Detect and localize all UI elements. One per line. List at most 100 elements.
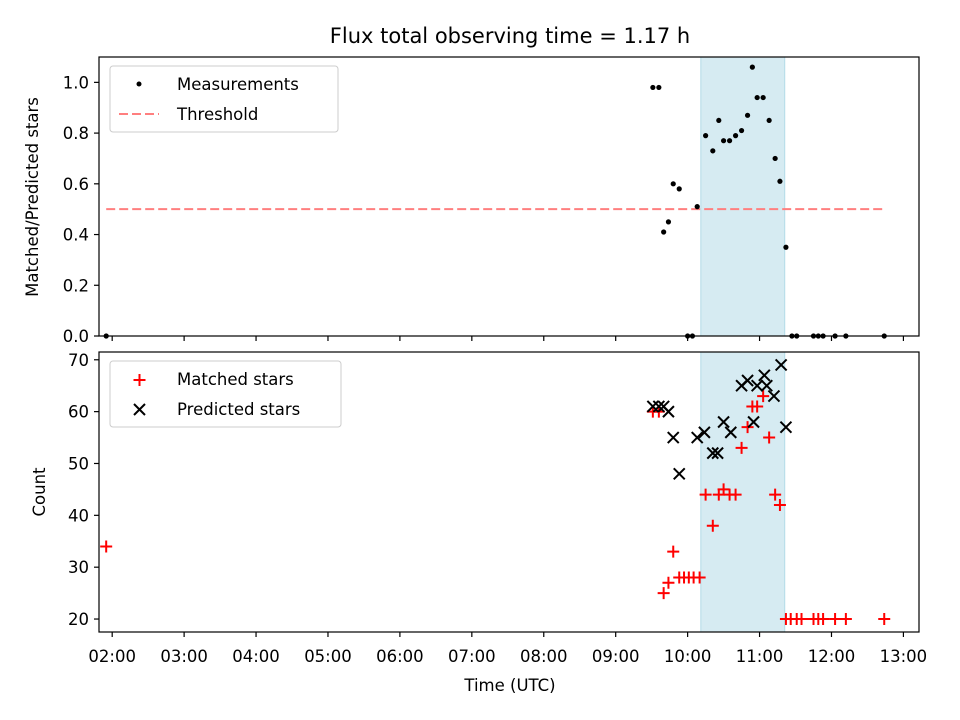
measurement-point	[772, 155, 778, 162]
measurement-point	[754, 94, 760, 101]
predicted-star-point	[724, 426, 737, 439]
xtick-label: 03:00	[160, 647, 208, 666]
legend-measurements: Measurements	[177, 75, 299, 94]
xtick-label: 04:00	[232, 647, 280, 666]
matched-star-point	[757, 390, 770, 403]
matched-star-point	[751, 400, 764, 413]
predicted-star-point	[750, 379, 764, 392]
top-plot-frame	[98, 56, 920, 337]
top-panel: 0.0 0.2 0.4 0.6 0.8 1.0 Matched/Predicted sta…	[23, 56, 920, 346]
bottom-legend: Matched stars Predicted stars	[109, 360, 342, 428]
predicted-star-point	[706, 446, 720, 460]
matched-star-point	[729, 488, 742, 501]
matched-star-point	[763, 431, 776, 444]
xtick-label: 11:00	[736, 647, 784, 666]
bottom-y-axis: 20 30 40 50 60 70	[68, 351, 99, 629]
measurement-point	[703, 133, 709, 139]
measurement-point	[738, 127, 745, 134]
measurement-point	[760, 94, 766, 101]
predicted-star-point	[760, 379, 773, 392]
predicted-star-point	[662, 405, 675, 418]
measurement-point	[650, 84, 656, 91]
bottom-x-axis: 02:00 03:00 04:00 05:00 06:00 07:00 08:00 09:00…	[88, 632, 927, 666]
top-ytick-label: 0.0	[63, 327, 89, 346]
measurement-point	[710, 148, 716, 154]
top-legend-box	[109, 65, 339, 133]
bottom-legend-box	[109, 360, 342, 428]
legend-x-icon	[133, 403, 146, 416]
bottom-panel: 20 30 40 50 60 70 02:00 03:00 04:00 05:00 06:00 07…	[30, 351, 927, 695]
top-y-axis-label: Matched/Predicted stars	[23, 97, 42, 297]
top-ytick-label: 0.4	[63, 226, 89, 245]
bottom-plot-frame	[98, 351, 920, 633]
measurement-point	[749, 64, 755, 70]
bottom-ytick-label: 20	[68, 610, 89, 629]
measurement-point	[716, 117, 722, 124]
measurement-point	[694, 204, 700, 210]
bottom-ytick-label: 70	[68, 351, 89, 370]
measurement-point	[676, 186, 682, 192]
xtick-label: 12:00	[808, 647, 856, 666]
matched-star-point	[773, 498, 786, 511]
predicted-star-point	[698, 426, 711, 439]
predicted-star-point	[711, 446, 724, 460]
top-ytick-label: 0.2	[63, 276, 89, 295]
bottom-y-axis-label: Count	[30, 467, 49, 517]
matched-star-point	[878, 613, 891, 626]
xtick-label: 10:00	[664, 647, 712, 666]
matched-star-point	[769, 488, 782, 501]
matched-star-point	[706, 519, 719, 532]
top-x-ticks	[111, 336, 905, 341]
xtick-label: 08:00	[520, 647, 568, 666]
bottom-ytick-label: 60	[68, 403, 89, 422]
measurement-point	[783, 244, 789, 250]
matched-star-point	[741, 421, 754, 434]
measurement-point	[777, 178, 783, 184]
measurement-point	[656, 84, 662, 91]
matched-star-point	[100, 540, 113, 553]
chart-title: Flux total observing time = 1.17 h	[330, 24, 690, 48]
measurement-point	[661, 229, 667, 235]
matched-star-point	[829, 613, 842, 626]
predicted-star-point	[774, 358, 788, 372]
legend-predicted-stars: Predicted stars	[177, 400, 300, 419]
xtick-label: 09:00	[592, 647, 640, 666]
xtick-label: 06:00	[376, 647, 424, 666]
top-ytick-label: 0.6	[63, 175, 89, 194]
matched-star-point	[657, 587, 670, 600]
top-y-axis: 0.0 0.2 0.4 0.6 0.8 1.0	[63, 73, 99, 346]
xtick-label: 07:00	[448, 647, 496, 666]
top-ytick-label: 1.0	[63, 73, 89, 92]
measurement-point	[726, 138, 733, 144]
matched-star-point	[717, 483, 730, 496]
measurement-point	[665, 219, 672, 225]
measurement-point	[720, 138, 727, 144]
legend-dot-icon	[136, 81, 142, 87]
matched-star-point	[662, 576, 675, 589]
matched-star-point	[699, 488, 712, 501]
predicted-star-point	[667, 431, 680, 444]
predicted-star-point	[691, 431, 704, 444]
measurement-point	[766, 117, 772, 124]
legend-plus-icon	[133, 374, 146, 386]
measurement-point	[670, 181, 676, 187]
predicted-star-point	[652, 400, 666, 413]
matched-star-point	[667, 545, 680, 558]
legend-matched-stars: Matched stars	[177, 370, 294, 389]
top-legend: Measurements Threshold	[109, 65, 339, 133]
top-ytick-label: 0.8	[63, 124, 89, 143]
predicted-star-point	[758, 369, 771, 382]
measurement-point	[732, 133, 739, 139]
matched-star-point	[693, 571, 706, 584]
matched-star-point	[839, 613, 852, 626]
xtick-label: 02:00	[88, 647, 136, 666]
predicted-star-point	[779, 420, 793, 434]
bottom-plot-marks	[100, 358, 891, 626]
measurement-point	[744, 112, 751, 118]
bottom-ytick-label: 50	[68, 454, 89, 473]
bottom-ytick-label: 30	[68, 558, 89, 577]
x-axis-label: Time (UTC)	[463, 676, 555, 695]
xtick-label: 05:00	[304, 647, 352, 666]
predicted-star-point	[673, 467, 686, 481]
